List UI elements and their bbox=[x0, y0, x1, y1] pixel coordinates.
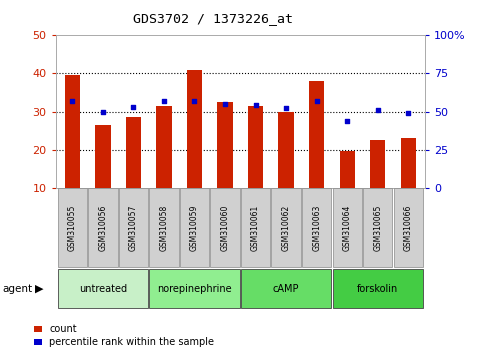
Bar bbox=[149, 269, 240, 308]
Text: GSM310065: GSM310065 bbox=[373, 204, 382, 251]
Text: GSM310061: GSM310061 bbox=[251, 204, 260, 251]
Bar bbox=[187, 70, 202, 188]
Text: forskolin: forskolin bbox=[357, 284, 398, 293]
Point bbox=[160, 98, 168, 104]
Bar bbox=[332, 269, 423, 308]
Point bbox=[313, 98, 321, 104]
Text: agent: agent bbox=[2, 284, 32, 293]
Bar bbox=[241, 188, 270, 267]
Point bbox=[191, 98, 199, 104]
Bar bbox=[119, 188, 148, 267]
Text: GSM310062: GSM310062 bbox=[282, 204, 291, 251]
Point bbox=[404, 110, 412, 116]
Bar bbox=[400, 138, 416, 188]
Text: GSM310060: GSM310060 bbox=[221, 204, 229, 251]
Text: untreated: untreated bbox=[79, 284, 127, 293]
Bar bbox=[65, 75, 80, 188]
Bar bbox=[309, 81, 324, 188]
Bar bbox=[370, 140, 385, 188]
Point bbox=[129, 104, 137, 110]
Point bbox=[282, 105, 290, 111]
Text: GSM310066: GSM310066 bbox=[404, 204, 413, 251]
Bar bbox=[149, 188, 179, 267]
Bar bbox=[95, 125, 111, 188]
Text: GSM310064: GSM310064 bbox=[342, 204, 352, 251]
Bar bbox=[241, 269, 331, 308]
Bar bbox=[57, 188, 87, 267]
Bar bbox=[180, 188, 209, 267]
Point bbox=[343, 118, 351, 124]
Text: GSM310056: GSM310056 bbox=[99, 204, 107, 251]
Text: GSM310058: GSM310058 bbox=[159, 204, 169, 251]
Text: norepinephrine: norepinephrine bbox=[157, 284, 232, 293]
Text: cAMP: cAMP bbox=[273, 284, 299, 293]
Bar bbox=[363, 188, 392, 267]
Bar bbox=[126, 117, 141, 188]
Bar bbox=[88, 188, 117, 267]
Bar bbox=[248, 106, 263, 188]
Legend: count, percentile rank within the sample: count, percentile rank within the sample bbox=[34, 325, 214, 347]
Point bbox=[99, 109, 107, 114]
Text: GSM310055: GSM310055 bbox=[68, 204, 77, 251]
Bar bbox=[156, 106, 171, 188]
Bar bbox=[394, 188, 423, 267]
Point bbox=[69, 98, 76, 104]
Text: GSM310063: GSM310063 bbox=[312, 204, 321, 251]
Point bbox=[221, 101, 229, 107]
Text: GSM310057: GSM310057 bbox=[129, 204, 138, 251]
Text: ▶: ▶ bbox=[35, 284, 44, 293]
Bar bbox=[217, 102, 233, 188]
Point bbox=[252, 103, 259, 108]
Bar bbox=[302, 188, 331, 267]
Text: GSM310059: GSM310059 bbox=[190, 204, 199, 251]
Bar bbox=[332, 188, 362, 267]
Text: GDS3702 / 1373226_at: GDS3702 / 1373226_at bbox=[132, 12, 293, 25]
Bar bbox=[279, 112, 294, 188]
Bar bbox=[211, 188, 240, 267]
Bar bbox=[271, 188, 301, 267]
Bar bbox=[340, 152, 355, 188]
Bar bbox=[57, 269, 148, 308]
Point bbox=[374, 107, 382, 113]
